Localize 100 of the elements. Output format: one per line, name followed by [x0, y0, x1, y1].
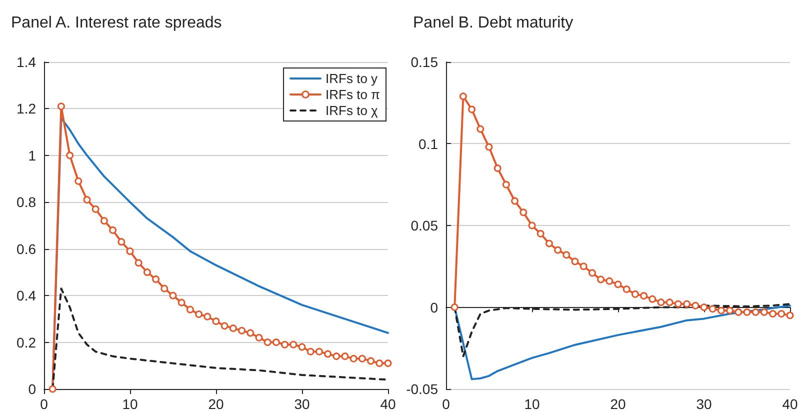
point	[186, 306, 194, 314]
point	[57, 102, 65, 110]
point	[195, 310, 203, 318]
y-tick-label: 0	[28, 381, 36, 397]
point	[178, 298, 186, 306]
point	[109, 226, 117, 234]
y-tick-label: 0.2	[16, 334, 36, 350]
point	[255, 334, 263, 342]
point	[708, 305, 716, 313]
point	[143, 268, 151, 276]
point	[459, 92, 467, 100]
point	[83, 196, 91, 204]
point	[734, 308, 742, 316]
point	[769, 310, 777, 318]
point	[358, 354, 366, 362]
point	[74, 177, 82, 185]
x-tick-label: 0	[40, 396, 48, 412]
point	[580, 262, 588, 270]
point	[726, 306, 734, 314]
point	[622, 286, 630, 294]
point	[126, 247, 134, 255]
chart-title: Panel A. Interest rate spreads	[11, 14, 222, 32]
point	[134, 259, 142, 267]
y-tick-label: 0.4	[16, 288, 36, 304]
point	[640, 292, 648, 300]
point	[100, 217, 108, 225]
point	[778, 310, 786, 318]
point	[160, 284, 168, 292]
point	[520, 208, 528, 216]
point	[760, 308, 768, 316]
point	[204, 312, 212, 320]
point	[511, 197, 519, 205]
point	[220, 322, 228, 330]
x-tick-label: 40	[380, 396, 396, 412]
x-tick-label: 0	[442, 396, 450, 412]
point	[118, 238, 126, 246]
point	[290, 340, 298, 348]
point	[631, 290, 639, 298]
x-tick-label: 30	[294, 396, 310, 412]
point	[246, 329, 254, 337]
point	[743, 308, 751, 316]
y-tick-label: 1.4	[16, 54, 36, 70]
point	[324, 350, 332, 358]
point	[384, 360, 392, 368]
point	[614, 280, 622, 288]
y-tick-label: 0.15	[410, 54, 438, 70]
point	[683, 300, 691, 308]
point	[341, 352, 349, 360]
point	[536, 230, 544, 238]
point	[666, 298, 674, 306]
y-tick-label: 0	[430, 299, 438, 316]
point	[657, 298, 665, 306]
x-tick-label: 20	[208, 396, 224, 412]
point	[588, 269, 596, 277]
point	[528, 222, 536, 230]
point	[597, 276, 605, 284]
legend-label: IRFs to y	[326, 71, 378, 86]
point	[494, 164, 502, 172]
chart-title: Panel B. Debt maturity	[413, 14, 574, 32]
point	[264, 338, 272, 346]
point	[229, 324, 237, 332]
x-tick-label: 40	[782, 396, 798, 412]
x-tick-label: 30	[696, 396, 712, 412]
point	[674, 300, 682, 308]
point	[272, 338, 280, 346]
point	[306, 348, 314, 356]
point	[281, 340, 289, 348]
point	[700, 304, 708, 311]
point	[648, 295, 656, 303]
point	[571, 258, 579, 266]
point	[66, 152, 74, 160]
point	[468, 106, 476, 114]
point	[786, 312, 794, 320]
point	[545, 240, 553, 248]
point	[298, 343, 306, 351]
point	[562, 251, 570, 259]
point	[367, 357, 375, 365]
point	[752, 308, 760, 316]
legend-label: IRFs to π	[326, 87, 380, 102]
x-tick-label: 10	[524, 396, 540, 412]
point	[450, 304, 458, 311]
point	[212, 318, 220, 326]
y-tick-label: 1.2	[16, 100, 36, 117]
y-tick-label: 0.05	[410, 218, 438, 234]
point	[476, 125, 484, 133]
y-tick-label: 0.1	[418, 136, 438, 152]
y-tick-label: -0.05	[406, 381, 438, 397]
point	[48, 385, 56, 393]
point	[152, 275, 160, 283]
y-tick-label: 0.8	[16, 194, 36, 210]
x-tick-label: 20	[610, 396, 626, 412]
point	[554, 246, 562, 254]
point	[485, 143, 493, 151]
x-tick-label: 10	[122, 396, 138, 412]
point	[332, 352, 340, 360]
point	[169, 292, 177, 300]
point	[315, 348, 323, 356]
point	[606, 277, 614, 285]
point	[502, 180, 510, 188]
point	[376, 360, 384, 368]
